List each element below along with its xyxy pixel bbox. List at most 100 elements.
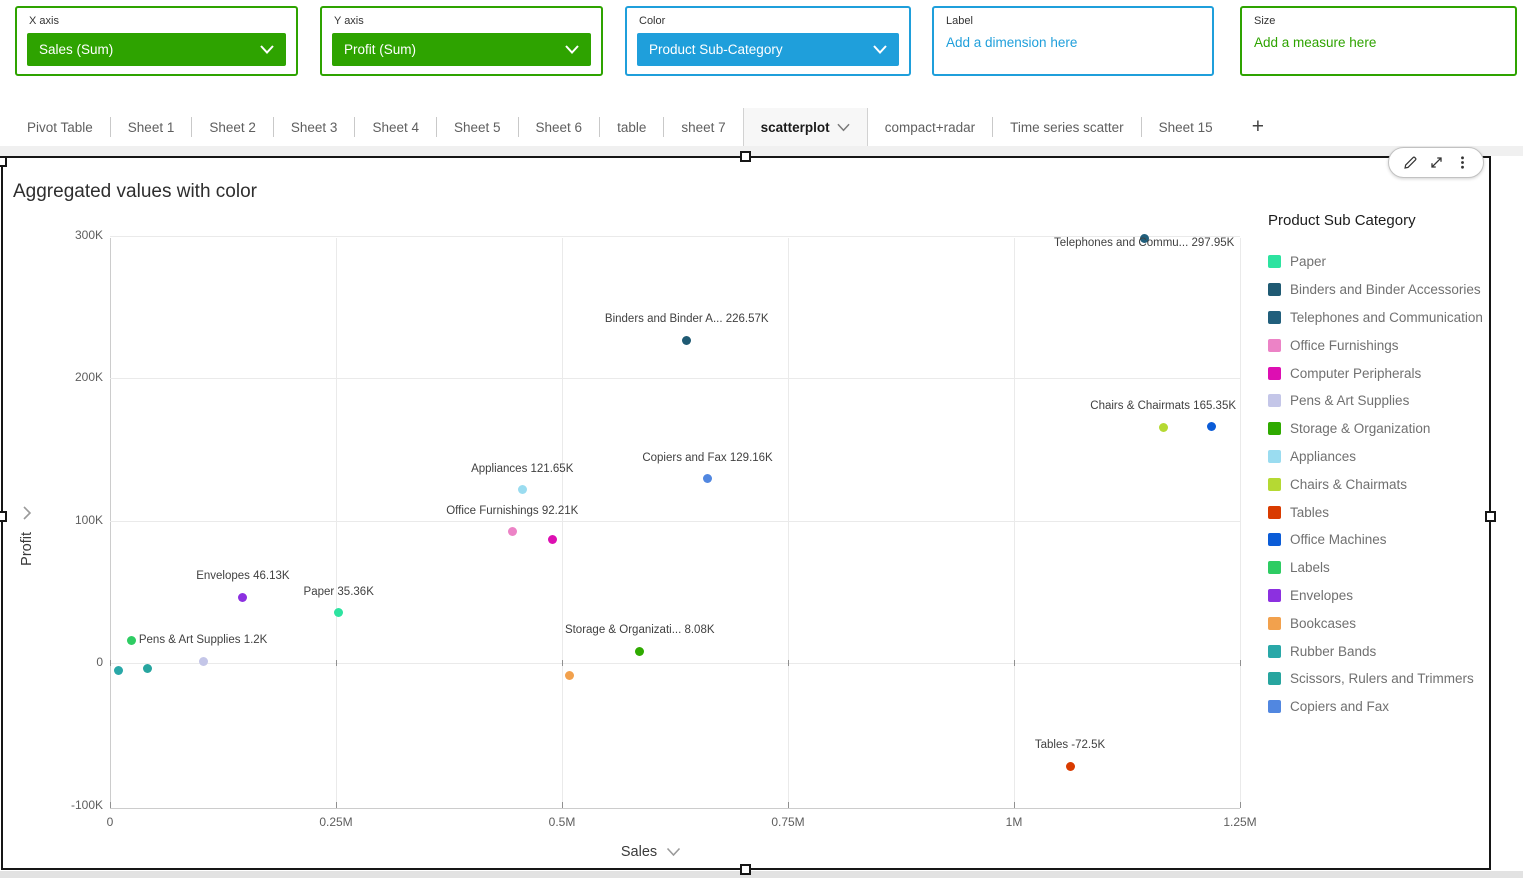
legend-item-tables[interactable]: Tables bbox=[1268, 498, 1492, 526]
legend-item-envelopes[interactable]: Envelopes bbox=[1268, 582, 1492, 610]
tab-separator bbox=[992, 117, 994, 137]
legend-item-storage-organization[interactable]: Storage & Organization bbox=[1268, 415, 1492, 443]
sheet-tab-sheet-5[interactable]: Sheet 5 bbox=[437, 108, 518, 146]
y-tick-label: 200K bbox=[74, 370, 103, 384]
scatter-point-paper[interactable] bbox=[334, 608, 344, 618]
zero-line-tick bbox=[788, 660, 789, 666]
x-axis-field-pill[interactable]: Sales (Sum) bbox=[27, 33, 286, 66]
sheet-tab-time-series-scatter[interactable]: Time series scatter bbox=[993, 108, 1141, 146]
sheet-tab-sheet-1[interactable]: Sheet 1 bbox=[111, 108, 192, 146]
legend-item-appliances[interactable]: Appliances bbox=[1268, 443, 1492, 471]
legend-swatch bbox=[1268, 338, 1281, 352]
h-gridline bbox=[110, 378, 1240, 379]
x-axis-tick bbox=[110, 802, 111, 808]
scatter-point-office-furnishings[interactable] bbox=[507, 527, 517, 537]
legend-item-office-furnishings[interactable]: Office Furnishings bbox=[1268, 331, 1492, 359]
legend-item-pens-art-supplies[interactable]: Pens & Art Supplies bbox=[1268, 387, 1492, 415]
add-sheet-button[interactable]: + bbox=[1251, 115, 1264, 138]
scatter-point-rubber-bands[interactable] bbox=[113, 665, 123, 675]
legend-item-office-machines[interactable]: Office Machines bbox=[1268, 526, 1492, 554]
scatter-point-envelopes[interactable] bbox=[238, 592, 248, 602]
resize-handle-top-left[interactable] bbox=[0, 156, 7, 167]
legend-item-bookcases[interactable]: Bookcases bbox=[1268, 609, 1492, 637]
sheet-tab-sheet-2[interactable]: Sheet 2 bbox=[192, 108, 273, 146]
sheet-tab-sheet-7[interactable]: sheet 7 bbox=[664, 108, 742, 146]
legend-swatch bbox=[1268, 422, 1281, 436]
sheet-tab-sheet-6[interactable]: Sheet 6 bbox=[519, 108, 600, 146]
sheet-tab-compact-radar[interactable]: compact+radar bbox=[868, 108, 992, 146]
scatter-point-copiers-and-fax[interactable] bbox=[703, 474, 713, 484]
x-axis-tick bbox=[562, 802, 563, 808]
legend-swatch bbox=[1268, 255, 1281, 269]
scatter-point-tables[interactable] bbox=[1065, 761, 1075, 771]
field-well-label: Label Add a dimension here bbox=[932, 6, 1214, 76]
scatter-point-bookcases[interactable] bbox=[564, 671, 574, 681]
field-well-color-label: Color bbox=[639, 15, 666, 27]
sheet-tab-sheet-15[interactable]: Sheet 15 bbox=[1142, 108, 1230, 146]
expand-icon[interactable] bbox=[1423, 150, 1449, 176]
y-axis-title: Profit bbox=[19, 532, 35, 566]
resize-handle-right-middle[interactable] bbox=[1485, 511, 1496, 522]
resize-handle-top-center[interactable] bbox=[740, 151, 751, 162]
sheet-tab-label: Time series scatter bbox=[1010, 119, 1124, 135]
scatter-point-storage-organization[interactable] bbox=[635, 646, 645, 656]
tab-separator bbox=[517, 117, 519, 137]
x-axis-tick bbox=[336, 802, 337, 808]
scatter-point-labels[interactable] bbox=[127, 635, 137, 645]
scatter-point-telephones-and-communication[interactable] bbox=[1139, 233, 1149, 243]
sheet-tab-label: Sheet 6 bbox=[535, 119, 583, 135]
legend-item-binders-and-binder-accessories[interactable]: Binders and Binder Accessories bbox=[1268, 276, 1492, 304]
legend-item-copiers-and-fax[interactable]: Copiers and Fax bbox=[1268, 693, 1492, 721]
resize-handle-bottom-center[interactable] bbox=[740, 864, 751, 875]
legend-item-computer-peripherals[interactable]: Computer Peripherals bbox=[1268, 359, 1492, 387]
color-field-pill[interactable]: Product Sub-Category bbox=[637, 33, 899, 66]
x-tick-label: 0.75M bbox=[771, 815, 805, 829]
legend-item-label: Copiers and Fax bbox=[1290, 699, 1390, 715]
legend-item-scissors-rulers-and-trimmers[interactable]: Scissors, Rulers and Trimmers bbox=[1268, 665, 1492, 693]
legend-item-label: Labels bbox=[1290, 560, 1330, 576]
legend-item-labels[interactable]: Labels bbox=[1268, 554, 1492, 582]
sheet-tab-sheet-3[interactable]: Sheet 3 bbox=[274, 108, 355, 146]
sheet-tab-table[interactable]: table bbox=[600, 108, 663, 146]
y-tick-label: 300K bbox=[74, 227, 103, 242]
zero-line-tick bbox=[110, 660, 111, 666]
point-label: Binders and Binder A... 226.57K bbox=[604, 313, 769, 326]
sheet-tab-scatterplot[interactable]: scatterplot bbox=[742, 108, 868, 146]
chevron-down-icon bbox=[260, 45, 274, 54]
sheet-tab-pivot-table[interactable]: Pivot Table bbox=[10, 108, 110, 146]
chevron-down-icon[interactable] bbox=[666, 847, 681, 857]
y-axis-field-value: Profit (Sum) bbox=[344, 42, 417, 57]
scatter-point-scissors-rulers-and-trimmers[interactable] bbox=[142, 664, 152, 674]
legend-item-rubber-bands[interactable]: Rubber Bands bbox=[1268, 637, 1492, 665]
legend-item-telephones-and-communication[interactable]: Telephones and Communication bbox=[1268, 304, 1492, 332]
legend-swatch bbox=[1268, 310, 1281, 324]
legend-item-label: Chairs & Chairmats bbox=[1290, 476, 1408, 492]
add-measure-link[interactable]: Add a measure here bbox=[1254, 35, 1377, 50]
visual-toolbar bbox=[1388, 147, 1484, 178]
sheet-tab-label: Sheet 3 bbox=[290, 119, 338, 135]
y-axis-field-pill[interactable]: Profit (Sum) bbox=[332, 33, 591, 66]
legend-item-label: Rubber Bands bbox=[1290, 643, 1377, 659]
scatter-point-office-machines[interactable] bbox=[1206, 421, 1216, 431]
scatter-point-computer-peripherals[interactable] bbox=[548, 534, 558, 544]
scatter-point-appliances[interactable] bbox=[517, 485, 527, 495]
edit-icon[interactable] bbox=[1397, 150, 1423, 176]
legend-item-paper[interactable]: Paper bbox=[1268, 248, 1492, 276]
sheet-tab-sheet-4[interactable]: Sheet 4 bbox=[355, 108, 436, 146]
point-label: Storage & Organizati... 8.08K bbox=[564, 624, 715, 637]
chart-legend: Product Sub Category Paper Binders and Bi… bbox=[1268, 212, 1492, 721]
scatter-point-binders-and-binder-accessories[interactable] bbox=[682, 335, 692, 345]
field-well-x-axis-label: X axis bbox=[29, 15, 59, 27]
zero-line-tick bbox=[336, 660, 337, 666]
chevron-right-icon[interactable] bbox=[22, 506, 32, 520]
y-tick-label: 100K bbox=[74, 512, 103, 527]
scatter-visual-widget[interactable]: Aggregated values with color 300K 200K 100… bbox=[0, 147, 1496, 875]
kebab-menu-icon[interactable] bbox=[1449, 150, 1475, 176]
x-axis-line bbox=[110, 808, 1240, 809]
x-tick-label: 0.5M bbox=[548, 815, 576, 829]
resize-handle-left-middle[interactable] bbox=[0, 511, 7, 522]
add-dimension-link[interactable]: Add a dimension here bbox=[946, 35, 1078, 50]
legend-item-chairs-chairmats[interactable]: Chairs & Chairmats bbox=[1268, 470, 1492, 498]
scatter-point-chairs-chairmats[interactable] bbox=[1158, 422, 1168, 432]
scatter-point-pens-art-supplies[interactable] bbox=[198, 656, 208, 666]
